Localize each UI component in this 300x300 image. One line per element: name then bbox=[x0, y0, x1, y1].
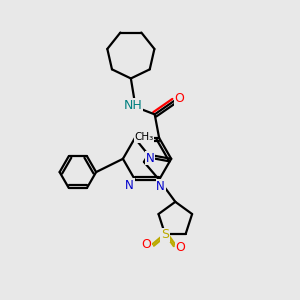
Text: O: O bbox=[141, 238, 151, 250]
Text: O: O bbox=[174, 92, 184, 105]
Text: N: N bbox=[156, 180, 165, 193]
Text: N: N bbox=[125, 178, 134, 191]
Text: CH₃: CH₃ bbox=[134, 132, 154, 142]
Text: S: S bbox=[161, 228, 169, 241]
Text: N: N bbox=[146, 152, 155, 165]
Text: NH: NH bbox=[124, 99, 142, 112]
Text: O: O bbox=[175, 241, 185, 254]
